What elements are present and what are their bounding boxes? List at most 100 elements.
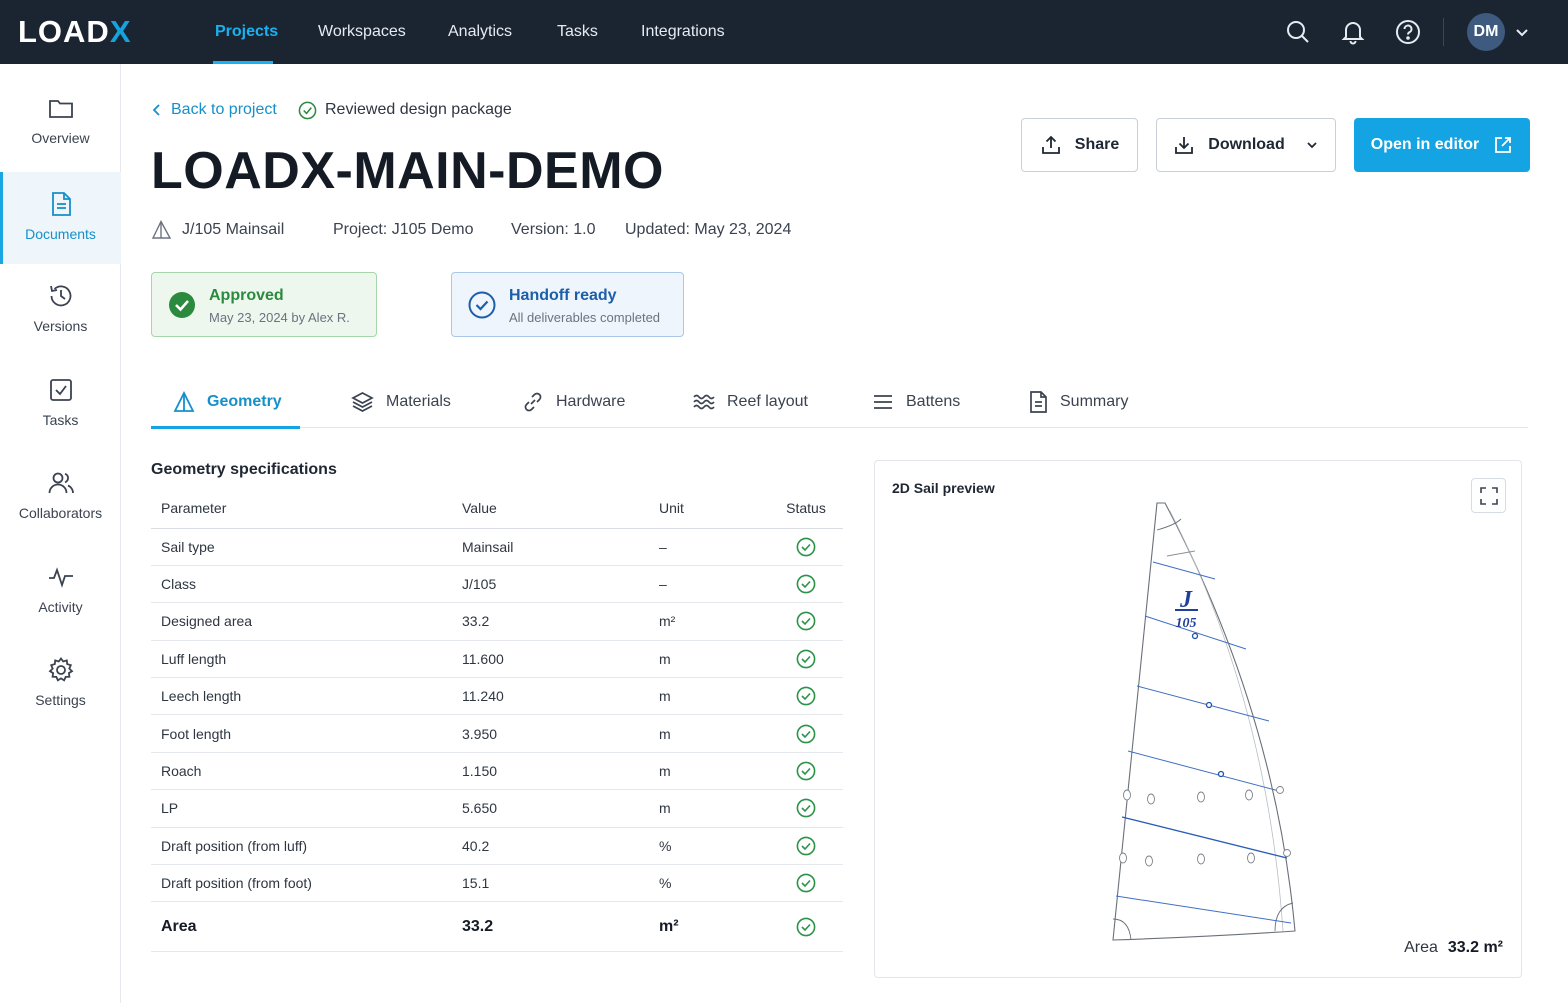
sidebar-item-overview[interactable]: Overview bbox=[0, 94, 121, 186]
check-circle-icon bbox=[796, 761, 816, 781]
nav-integrations[interactable]: Integrations bbox=[641, 23, 725, 40]
sidebar-item-versions[interactable]: Versions bbox=[0, 282, 121, 374]
handoff-title: Handoff ready bbox=[509, 287, 617, 304]
sidebar: Overview Documents Versions Tasks Collab… bbox=[0, 64, 121, 1003]
sidebar-item-tasks[interactable]: Tasks bbox=[0, 376, 121, 468]
sidebar-item-label: Settings bbox=[35, 692, 86, 708]
unit-cell: – bbox=[659, 565, 769, 604]
nav-workspaces[interactable]: Workspaces bbox=[318, 23, 406, 40]
nav-analytics[interactable]: Analytics bbox=[448, 23, 513, 40]
unit-cell: m bbox=[659, 752, 769, 791]
nav-active-indicator bbox=[213, 61, 273, 64]
tab-reef-layout[interactable]: Reef layout bbox=[693, 386, 808, 418]
status-cell bbox=[769, 901, 843, 953]
top-navigation-bar: LOAD X Projects Workspaces Analytics Task… bbox=[0, 0, 1568, 64]
tab-label: Geometry bbox=[207, 393, 282, 410]
updated-meta: Updated: May 23, 2024 bbox=[625, 221, 792, 238]
check-circle-icon bbox=[796, 649, 816, 669]
area-label: Area bbox=[1404, 939, 1438, 956]
help-icon[interactable] bbox=[1394, 18, 1422, 46]
nav-tasks[interactable]: Tasks bbox=[557, 23, 598, 40]
table-row: Designed area 33.2 m² bbox=[151, 602, 843, 641]
sidebar-item-settings[interactable]: Settings bbox=[0, 656, 121, 748]
value-cell: 40.2 bbox=[462, 827, 659, 866]
users-icon bbox=[48, 472, 74, 494]
parameter-cell: Foot length bbox=[151, 714, 462, 753]
layers-icon bbox=[351, 392, 374, 412]
tab-summary[interactable]: Summary bbox=[1028, 386, 1128, 418]
tab-label: Hardware bbox=[556, 393, 626, 410]
status-cell bbox=[769, 864, 843, 903]
avatar[interactable]: DM bbox=[1467, 13, 1505, 51]
sidebar-item-label: Versions bbox=[33, 318, 88, 334]
parameter-cell: Draft position (from foot) bbox=[151, 864, 462, 903]
tab-battens[interactable]: Battens bbox=[872, 386, 960, 418]
sail-icon bbox=[173, 391, 195, 412]
folder-icon bbox=[48, 100, 73, 118]
table-row: Sail type Mainsail – bbox=[151, 528, 843, 566]
value-cell: 33.2 bbox=[462, 602, 659, 641]
sidebar-item-label: Overview bbox=[31, 130, 90, 146]
parameter-cell: Designed area bbox=[151, 602, 462, 641]
check-circle-icon bbox=[796, 724, 816, 744]
sidebar-item-collaborators[interactable]: Collaborators bbox=[0, 469, 121, 561]
unit-cell: m bbox=[659, 714, 769, 753]
sail-name-text: J/105 Mainsail bbox=[182, 221, 285, 238]
sail-drawing: J 105 bbox=[1112, 502, 1296, 941]
tab-active-indicator bbox=[151, 426, 300, 429]
link-icon bbox=[524, 392, 542, 412]
preview-title: 2D Sail preview bbox=[892, 480, 995, 496]
share-button[interactable]: Share bbox=[1021, 118, 1138, 172]
parameter-cell: Luff length bbox=[151, 640, 462, 679]
chevron-down-icon[interactable] bbox=[1514, 24, 1530, 40]
tab-materials[interactable]: Materials bbox=[351, 386, 451, 418]
download-button[interactable]: Download bbox=[1156, 118, 1336, 172]
table-row: LP 5.650 m bbox=[151, 789, 843, 828]
check-circle-outline-icon bbox=[468, 291, 496, 319]
tab-label: Materials bbox=[386, 393, 451, 410]
table-row: Foot length 3.950 m bbox=[151, 714, 843, 753]
column-header-value: Value bbox=[462, 489, 659, 529]
search-icon[interactable] bbox=[1284, 18, 1312, 46]
fullscreen-button[interactable] bbox=[1471, 478, 1506, 513]
upload-icon bbox=[1041, 135, 1060, 154]
status-cell bbox=[769, 677, 843, 716]
check-circle-icon bbox=[796, 686, 816, 706]
parameter-cell: Leech length bbox=[151, 677, 462, 716]
bell-icon[interactable] bbox=[1339, 18, 1367, 46]
table-row: Leech length 11.240 m bbox=[151, 677, 843, 716]
column-header-parameter: Parameter bbox=[151, 489, 462, 529]
history-icon bbox=[49, 285, 71, 307]
sidebar-item-label: Documents bbox=[25, 226, 96, 242]
tab-geometry[interactable]: Geometry bbox=[173, 386, 282, 418]
value-cell: 1.150 bbox=[462, 752, 659, 791]
status-cell bbox=[769, 714, 843, 753]
unit-cell: % bbox=[659, 827, 769, 866]
download-label: Download bbox=[1208, 136, 1285, 153]
value-cell: 5.650 bbox=[462, 789, 659, 828]
reviewed-label: Reviewed design package bbox=[325, 101, 512, 118]
value-cell: 11.600 bbox=[462, 640, 659, 679]
sidebar-item-documents[interactable]: Documents bbox=[0, 172, 121, 264]
logo[interactable]: LOAD X bbox=[18, 14, 132, 50]
sidebar-item-activity[interactable]: Activity bbox=[0, 563, 121, 655]
handoff-subtitle: All deliverables completed bbox=[509, 310, 661, 325]
status-cell bbox=[769, 565, 843, 604]
table-row: Roach 1.150 m bbox=[151, 752, 843, 791]
nav-projects[interactable]: Projects bbox=[215, 23, 279, 40]
handoff-card: Handoff ready All deliverables completed bbox=[451, 272, 684, 337]
sidebar-item-label: Activity bbox=[38, 599, 83, 615]
check-circle-icon bbox=[796, 873, 816, 893]
back-to-project-link[interactable]: Back to project bbox=[151, 99, 277, 121]
expand-icon bbox=[1479, 486, 1498, 505]
logo-text: LOAD bbox=[18, 14, 110, 49]
table-row: Luff length 11.600 m bbox=[151, 640, 843, 679]
check-circle-icon bbox=[796, 917, 816, 937]
parameter-cell: LP bbox=[151, 789, 462, 828]
open-in-editor-button[interactable]: Open in editor bbox=[1354, 118, 1530, 172]
reviewed-indicator: Reviewed design package bbox=[298, 99, 512, 121]
tab-label: Reef layout bbox=[727, 393, 808, 410]
table-row: Draft position (from luff) 40.2% bbox=[151, 827, 843, 866]
tab-hardware[interactable]: Hardware bbox=[522, 386, 625, 418]
sail-icon bbox=[151, 220, 172, 239]
